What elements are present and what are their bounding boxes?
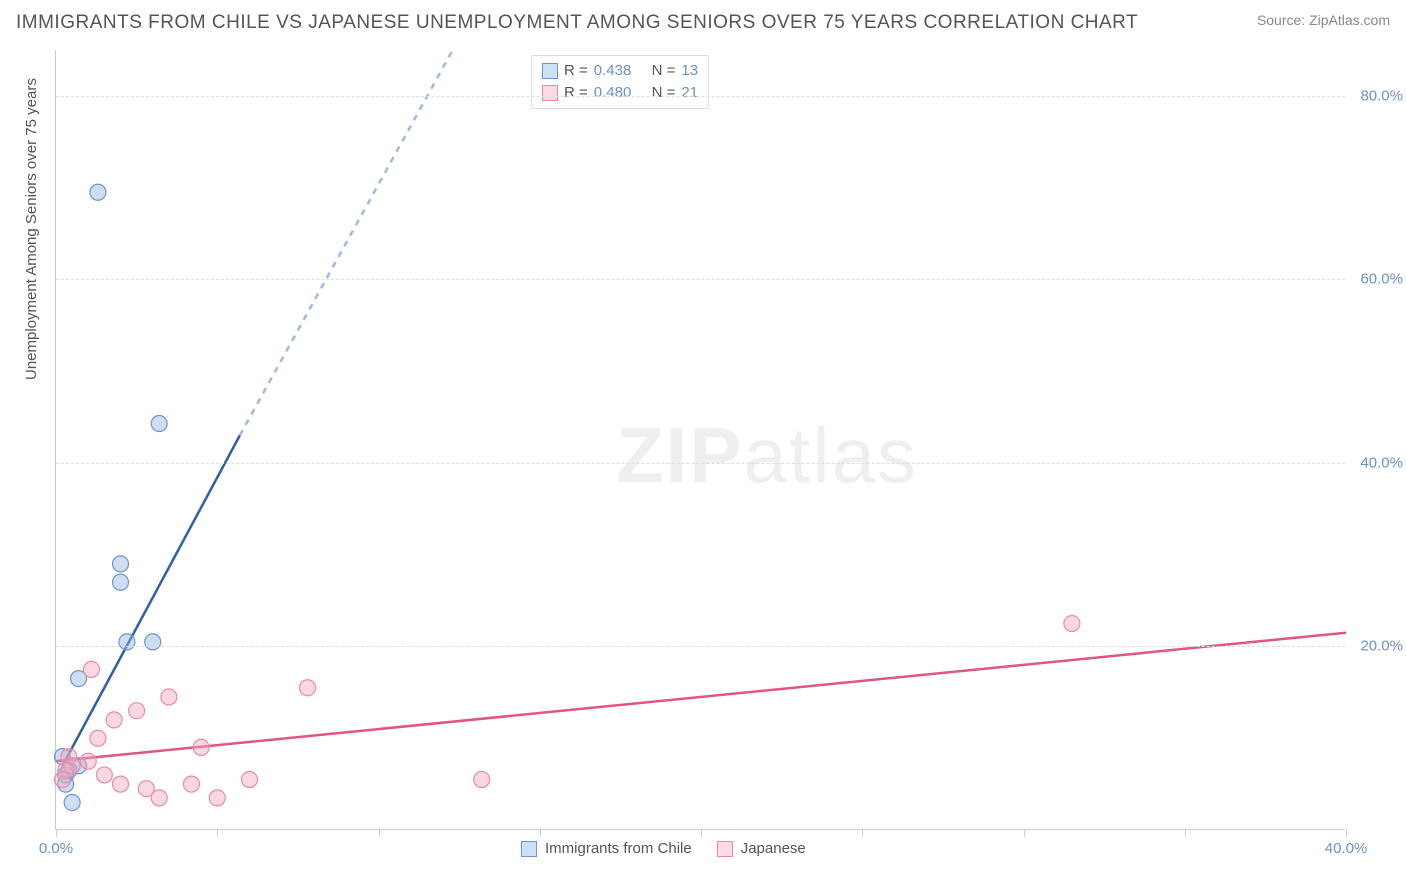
data-point xyxy=(151,790,167,806)
x-tick xyxy=(1185,829,1186,837)
y-axis-label: Unemployment Among Seniors over 75 years xyxy=(23,78,40,380)
data-point xyxy=(80,753,96,769)
n-label: N = xyxy=(652,82,676,104)
legend-label-chile: Immigrants from Chile xyxy=(545,840,692,857)
data-point xyxy=(54,772,70,788)
legend-item-chile: Immigrants from Chile xyxy=(521,840,692,857)
gridline xyxy=(56,646,1345,647)
x-tick xyxy=(379,829,380,837)
data-point xyxy=(113,776,129,792)
gridline xyxy=(56,96,1345,97)
data-point xyxy=(242,772,258,788)
data-point xyxy=(1064,616,1080,632)
data-point xyxy=(106,712,122,728)
data-point xyxy=(113,574,129,590)
swatch-chile-icon xyxy=(521,841,537,857)
r-value-japanese: 0.480 xyxy=(594,82,632,104)
x-tick xyxy=(217,829,218,837)
data-point xyxy=(300,680,316,696)
trend-line-dash xyxy=(240,50,453,435)
r-value-chile: 0.438 xyxy=(594,60,632,82)
plot-svg xyxy=(56,50,1346,830)
source-label: Source: ZipAtlas.com xyxy=(1257,12,1390,28)
data-point xyxy=(83,661,99,677)
plot-region: ZIPatlas R = 0.438 N = 13 R = 0.480 N = … xyxy=(55,50,1345,830)
data-point xyxy=(209,790,225,806)
x-tick xyxy=(540,829,541,837)
data-point xyxy=(90,184,106,200)
chart-area: Unemployment Among Seniors over 75 years… xyxy=(55,50,1345,830)
x-tick-label: 40.0% xyxy=(1325,840,1368,857)
x-tick xyxy=(701,829,702,837)
x-tick xyxy=(56,829,57,837)
legend-item-japanese: Japanese xyxy=(717,840,806,857)
legend-stats: R = 0.438 N = 13 R = 0.480 N = 21 xyxy=(531,55,709,109)
r-label: R = xyxy=(564,82,588,104)
data-point xyxy=(96,767,112,783)
y-tick-label: 40.0% xyxy=(1360,454,1403,471)
swatch-chile xyxy=(542,63,558,79)
data-point xyxy=(113,556,129,572)
swatch-japanese xyxy=(542,85,558,101)
y-tick-label: 20.0% xyxy=(1360,638,1403,655)
x-tick xyxy=(1346,829,1347,837)
swatch-japanese-icon xyxy=(717,841,733,857)
data-point xyxy=(183,776,199,792)
data-point xyxy=(90,730,106,746)
data-point xyxy=(474,772,490,788)
gridline xyxy=(56,463,1345,464)
n-label: N = xyxy=(652,60,676,82)
data-point xyxy=(129,703,145,719)
data-point xyxy=(145,634,161,650)
data-point xyxy=(151,415,167,431)
legend-stats-row-chile: R = 0.438 N = 13 xyxy=(542,60,698,82)
trend-line xyxy=(62,435,239,765)
data-point xyxy=(64,794,80,810)
header: IMMIGRANTS FROM CHILE VS JAPANESE UNEMPL… xyxy=(16,12,1390,34)
x-tick xyxy=(862,829,863,837)
n-value-japanese: 21 xyxy=(681,82,698,104)
y-tick-label: 60.0% xyxy=(1360,271,1403,288)
data-point xyxy=(119,634,135,650)
n-value-chile: 13 xyxy=(681,60,698,82)
x-tick-label: 0.0% xyxy=(39,840,73,857)
trend-line xyxy=(56,633,1346,761)
gridline xyxy=(56,279,1345,280)
legend-series: Immigrants from Chile Japanese xyxy=(521,840,806,857)
x-tick xyxy=(1024,829,1025,837)
data-point xyxy=(161,689,177,705)
r-label: R = xyxy=(564,60,588,82)
legend-stats-row-japanese: R = 0.480 N = 21 xyxy=(542,82,698,104)
legend-label-japanese: Japanese xyxy=(741,840,806,857)
chart-title: IMMIGRANTS FROM CHILE VS JAPANESE UNEMPL… xyxy=(16,12,1138,34)
y-tick-label: 80.0% xyxy=(1360,87,1403,104)
data-point xyxy=(193,739,209,755)
